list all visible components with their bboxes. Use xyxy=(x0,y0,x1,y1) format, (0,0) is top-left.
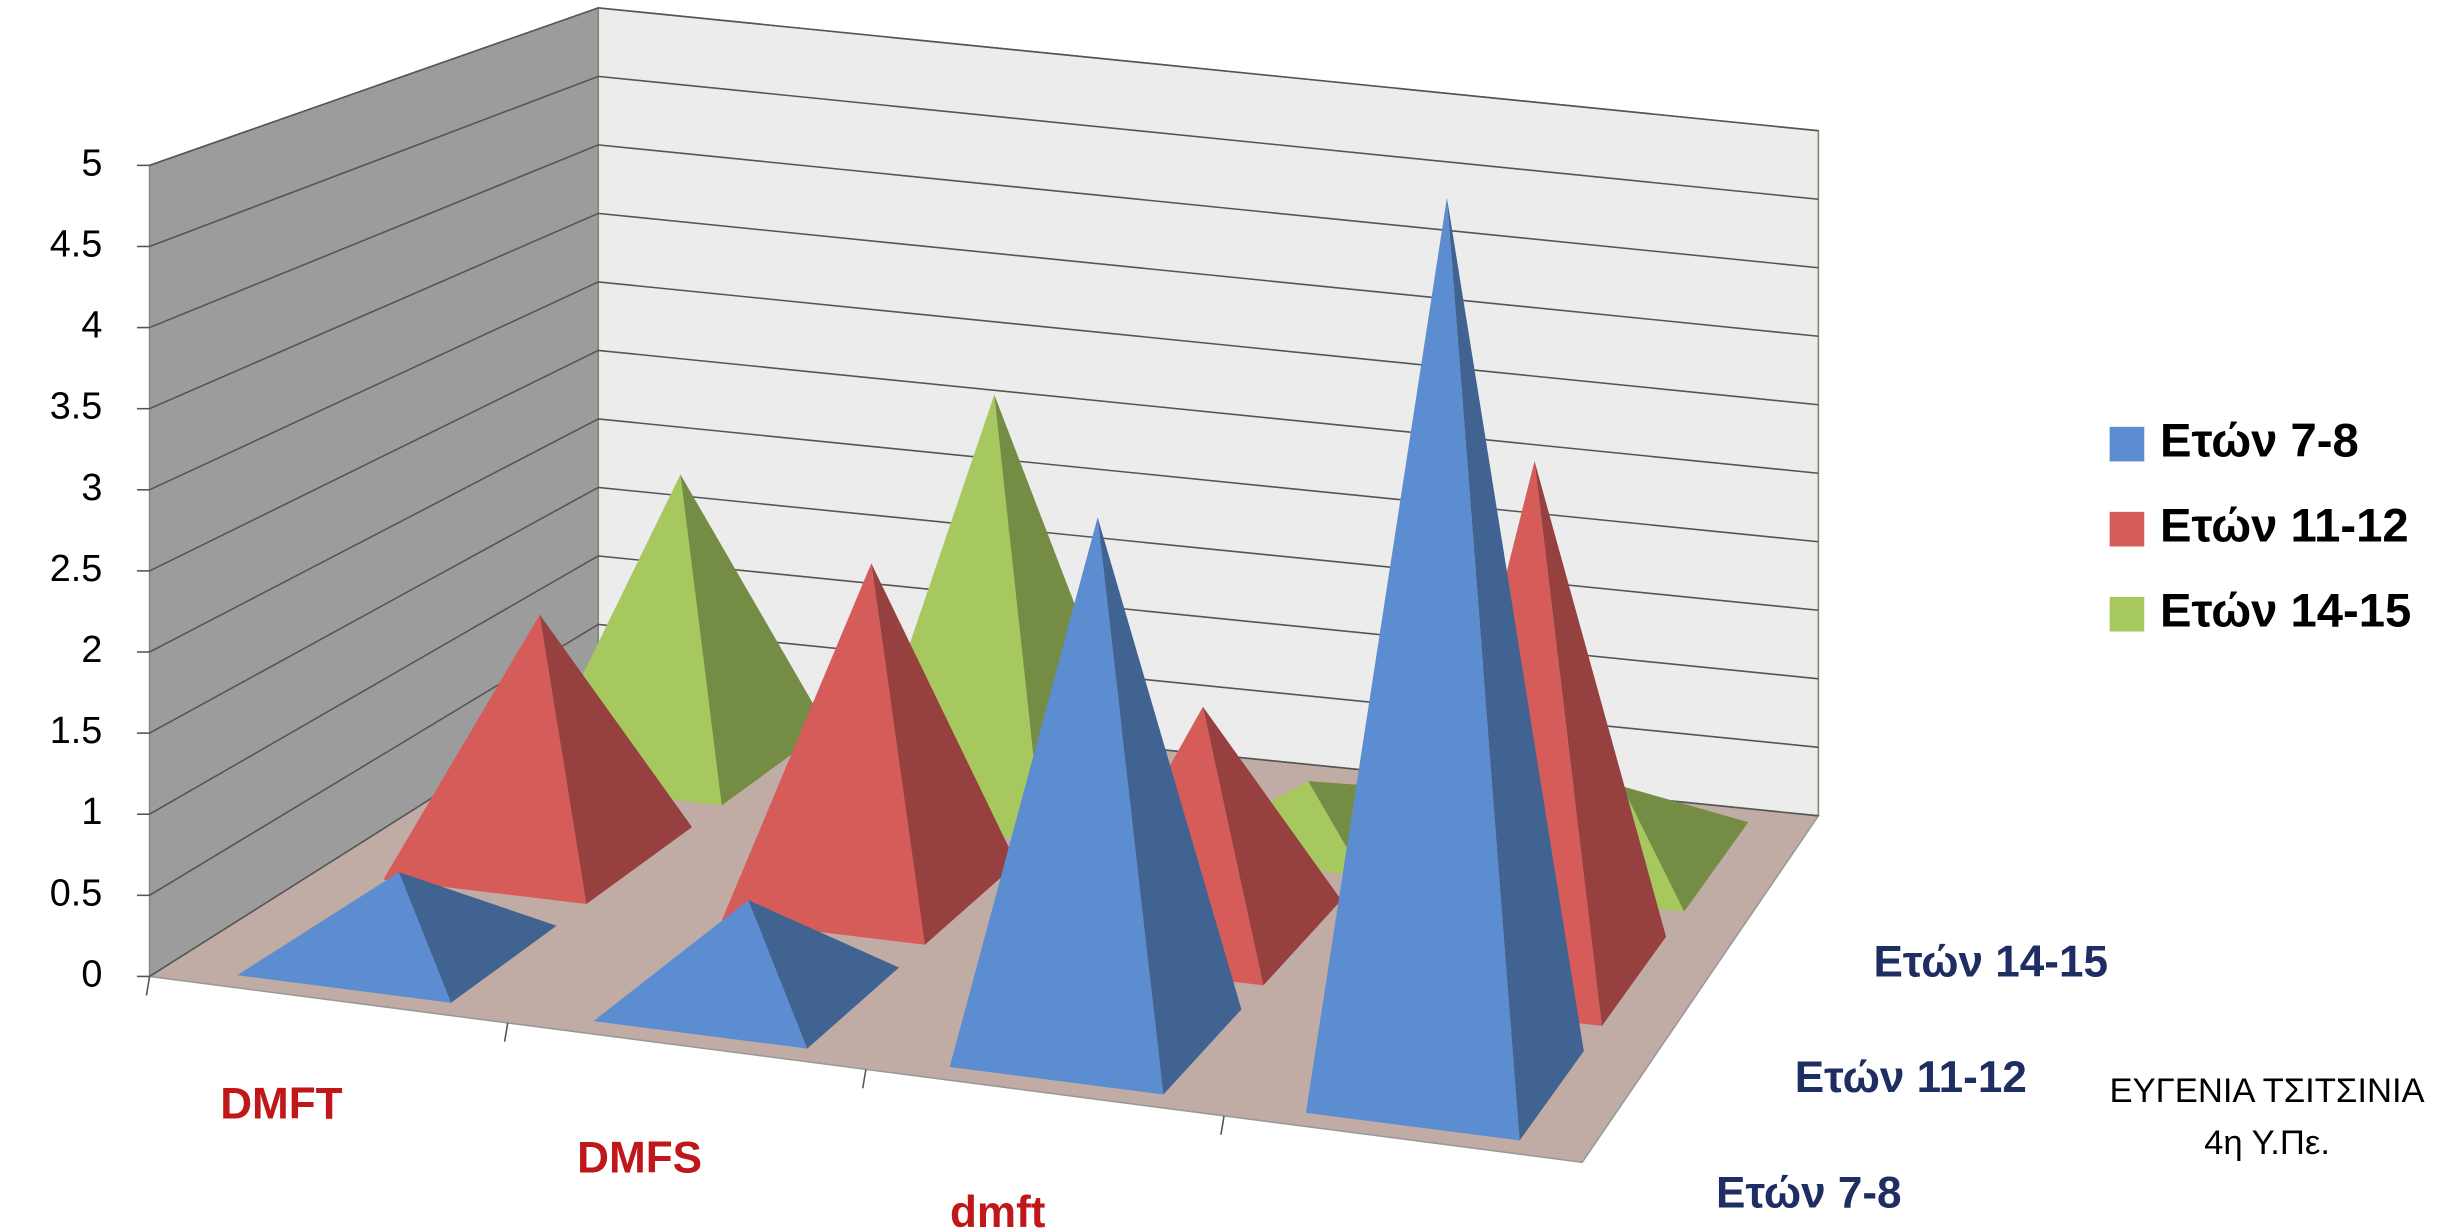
y-tick-label: 1 xyxy=(81,791,102,833)
pyramid-side xyxy=(1534,461,1667,1026)
grid-line xyxy=(149,212,1819,410)
x-tick-label: dmft xyxy=(950,1188,1046,1230)
pyramid-side xyxy=(1202,706,1342,986)
y-tick-label: 4 xyxy=(81,305,102,347)
y-tick-label: 3.5 xyxy=(50,386,103,428)
y-tick-label: 5 xyxy=(81,142,102,184)
pyramid xyxy=(593,900,900,1049)
x-tick xyxy=(503,1022,509,1042)
grid-line xyxy=(149,7,1819,167)
depth-label: Ετών 11-12 xyxy=(1795,1053,2027,1102)
pyramid xyxy=(949,517,1242,1095)
pyramid xyxy=(383,614,692,905)
pyramid-side xyxy=(871,563,1017,945)
annotation: ΕΥΓΕΝΙΑ ΤΣΙΤΣΙΝΙΑ xyxy=(2109,1072,2425,1110)
pyramid-side xyxy=(748,900,900,1049)
legend-swatch xyxy=(2109,426,2145,462)
pyramid xyxy=(1305,197,1584,1141)
y-tick-label: 3 xyxy=(81,467,102,509)
pyramid xyxy=(237,872,557,1003)
y-tick-label: 0.5 xyxy=(50,872,103,914)
depth-label: Ετών 7-8 xyxy=(1716,1169,1902,1218)
pyramid-front xyxy=(721,563,925,945)
pyramid-side xyxy=(1446,197,1584,1141)
depth-label: Ετών 14-15 xyxy=(1873,938,2108,987)
pyramid-side xyxy=(1097,517,1242,1095)
pyramid-front xyxy=(1305,197,1520,1141)
grid-line xyxy=(149,75,1819,248)
y-tick-label: 2 xyxy=(81,629,102,671)
pyramid-side xyxy=(539,614,692,905)
pyramid xyxy=(721,563,1017,945)
pyramid-front xyxy=(237,872,451,1003)
legend-swatch xyxy=(2109,596,2145,632)
x-tick xyxy=(145,976,151,996)
legend-label: Ετών 14-15 xyxy=(2160,585,2411,638)
legend-swatch xyxy=(2109,511,2145,547)
pyramid-front xyxy=(383,614,587,905)
y-tick-label: 0 xyxy=(81,953,102,995)
grid-line xyxy=(149,281,1819,491)
y-tick-label: 1.5 xyxy=(50,710,103,752)
pyramid-side xyxy=(1622,786,1749,912)
pyramid-side xyxy=(399,872,557,1003)
legend-label: Ετών 11-12 xyxy=(2160,500,2409,553)
x-tick-label: DMFT xyxy=(220,1079,342,1128)
annotation: 4η Υ.Πε. xyxy=(2204,1124,2330,1162)
x-tick-label: DMFS xyxy=(577,1134,702,1183)
y-tick-label: 2.5 xyxy=(50,548,103,590)
pyramid-front xyxy=(949,517,1164,1095)
grid-line xyxy=(149,144,1819,329)
x-tick xyxy=(861,1069,867,1089)
pyramid-front xyxy=(593,900,808,1049)
legend-label: Ετών 7-8 xyxy=(2160,415,2359,468)
y-tick-label: 4.5 xyxy=(50,223,103,265)
pyramid-side xyxy=(680,474,828,806)
x-tick xyxy=(1220,1115,1225,1135)
